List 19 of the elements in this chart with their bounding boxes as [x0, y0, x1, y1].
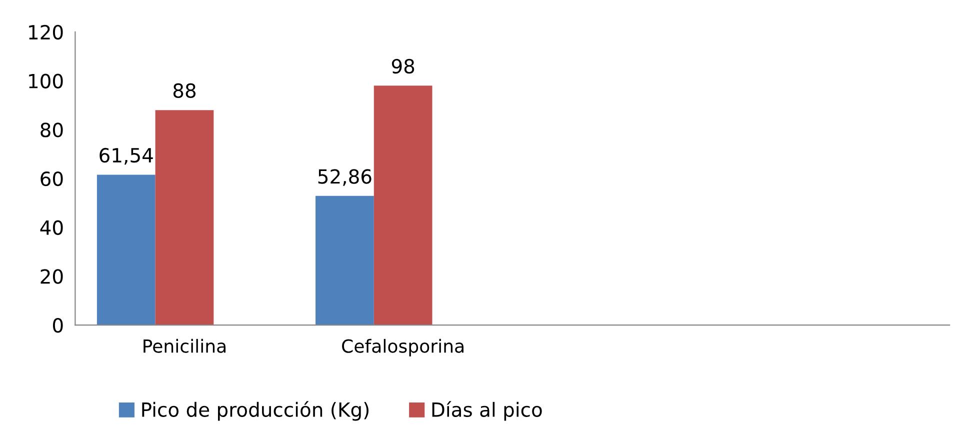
data-label: 88	[173, 83, 196, 98]
data-label: 98	[392, 58, 414, 74]
x-tick-label: Penicilina	[144, 338, 226, 353]
legend-label: Pico de producción (Kg)	[142, 401, 368, 421]
y-tick-label: 80	[40, 122, 63, 138]
y-tick-label: 60	[40, 171, 63, 186]
y-tick-label: 0	[52, 318, 63, 333]
y-tick-label: 40	[40, 220, 63, 236]
bar	[155, 110, 214, 326]
data-label: 61,54	[100, 148, 153, 165]
y-tick-label: 120	[29, 24, 63, 40]
bar	[316, 196, 374, 326]
bar	[96, 174, 156, 326]
data-label: 52,86	[318, 169, 372, 186]
x-tick-label: Cefalosporina	[342, 338, 464, 356]
bar	[374, 86, 432, 326]
y-tick-label: 100	[29, 74, 63, 88]
legend-label: Días al pico	[432, 401, 542, 421]
y-tick-label: 20	[40, 269, 63, 284]
